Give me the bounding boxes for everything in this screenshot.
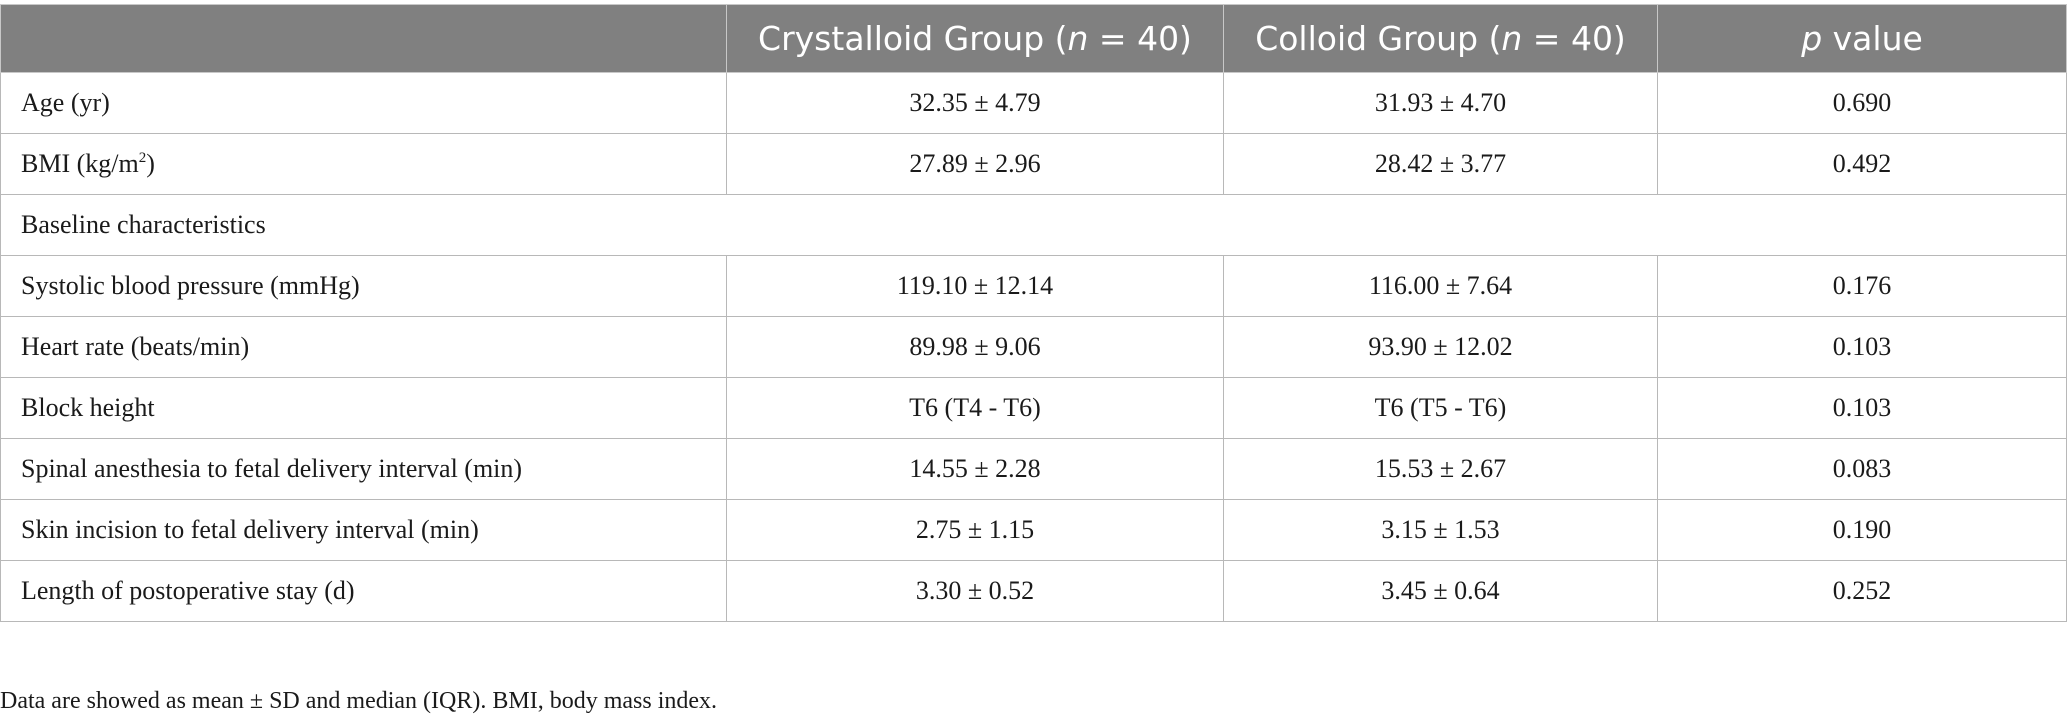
cell-crystalloid: 119.10 ± 12.14 xyxy=(726,255,1224,317)
cell-crystalloid: 32.35 ± 4.79 xyxy=(726,72,1224,134)
cell-p-value: 0.103 xyxy=(1657,316,2067,378)
header-blank xyxy=(0,4,727,73)
cell-p-value: 0.690 xyxy=(1657,72,2067,134)
table-row: BMI (kg/m2) 27.89 ± 2.96 28.42 ± 3.77 0.… xyxy=(0,133,2067,195)
table-row: Length of postoperative stay (d) 3.30 ± … xyxy=(0,560,2067,622)
header-crystalloid-prefix: Crystalloid Group ( xyxy=(758,19,1068,58)
row-label: Block height xyxy=(0,377,727,439)
cell-colloid: 15.53 ± 2.67 xyxy=(1223,438,1658,500)
section-label: Baseline characteristics xyxy=(0,194,2067,256)
table-row: Block height T6 (T4 - T6) T6 (T5 - T6) 0… xyxy=(0,377,2067,439)
row-label-text: BMI (kg/m xyxy=(21,149,139,178)
cell-crystalloid: 3.30 ± 0.52 xyxy=(726,560,1224,622)
table-header-row: Crystalloid Group (n = 40) Colloid Group… xyxy=(0,4,2067,73)
header-p-value: p value xyxy=(1657,4,2067,73)
row-label: Spinal anesthesia to fetal delivery inte… xyxy=(0,438,727,500)
cell-p-value: 0.190 xyxy=(1657,499,2067,561)
cell-crystalloid: T6 (T4 - T6) xyxy=(726,377,1224,439)
row-label: Age (yr) xyxy=(0,72,727,134)
cell-crystalloid: 89.98 ± 9.06 xyxy=(726,316,1224,378)
header-crystalloid-n: n xyxy=(1067,19,1089,58)
table-row: Spinal anesthesia to fetal delivery inte… xyxy=(0,438,2067,500)
row-label: Skin incision to fetal delivery interval… xyxy=(0,499,727,561)
table-row: Heart rate (beats/min) 89.98 ± 9.06 93.9… xyxy=(0,316,2067,378)
cell-p-value: 0.083 xyxy=(1657,438,2067,500)
cell-colloid: 3.15 ± 1.53 xyxy=(1223,499,1658,561)
row-label-end: ) xyxy=(146,149,155,178)
table-row: Skin incision to fetal delivery interval… xyxy=(0,499,2067,561)
cell-crystalloid: 27.89 ± 2.96 xyxy=(726,133,1224,195)
header-colloid-prefix: Colloid Group ( xyxy=(1255,19,1502,58)
table-section-row: Baseline characteristics xyxy=(0,194,2067,256)
header-p-italic: p xyxy=(1801,19,1823,58)
cell-colloid: 28.42 ± 3.77 xyxy=(1223,133,1658,195)
cell-p-value: 0.103 xyxy=(1657,377,2067,439)
header-colloid-suffix: = 40) xyxy=(1522,19,1626,58)
header-p-rest: value xyxy=(1822,19,1923,58)
header-crystalloid-group: Crystalloid Group (n = 40) xyxy=(726,4,1224,73)
cell-colloid: 116.00 ± 7.64 xyxy=(1223,255,1658,317)
row-label: Systolic blood pressure (mmHg) xyxy=(0,255,727,317)
cell-colloid: T6 (T5 - T6) xyxy=(1223,377,1658,439)
cell-p-value: 0.252 xyxy=(1657,560,2067,622)
row-label: Length of postoperative stay (d) xyxy=(0,560,727,622)
cell-crystalloid: 2.75 ± 1.15 xyxy=(726,499,1224,561)
cell-p-value: 0.492 xyxy=(1657,133,2067,195)
cell-colloid: 3.45 ± 0.64 xyxy=(1223,560,1658,622)
table-row: Systolic blood pressure (mmHg) 119.10 ± … xyxy=(0,255,2067,317)
header-colloid-group: Colloid Group (n = 40) xyxy=(1223,4,1658,73)
header-crystalloid-suffix: = 40) xyxy=(1088,19,1192,58)
cell-colloid: 31.93 ± 4.70 xyxy=(1223,72,1658,134)
row-label: BMI (kg/m2) xyxy=(0,133,727,195)
results-table-container: Crystalloid Group (n = 40) Colloid Group… xyxy=(0,4,2067,622)
row-label: Heart rate (beats/min) xyxy=(0,316,727,378)
table-footnote: Data are showed as mean ± SD and median … xyxy=(0,688,718,714)
table-row: Age (yr) 32.35 ± 4.79 31.93 ± 4.70 0.690 xyxy=(0,72,2067,134)
cell-crystalloid: 14.55 ± 2.28 xyxy=(726,438,1224,500)
header-colloid-n: n xyxy=(1501,19,1523,58)
row-label-superscript: 2 xyxy=(138,150,147,166)
results-table: Crystalloid Group (n = 40) Colloid Group… xyxy=(0,4,2067,622)
cell-p-value: 0.176 xyxy=(1657,255,2067,317)
cell-colloid: 93.90 ± 12.02 xyxy=(1223,316,1658,378)
